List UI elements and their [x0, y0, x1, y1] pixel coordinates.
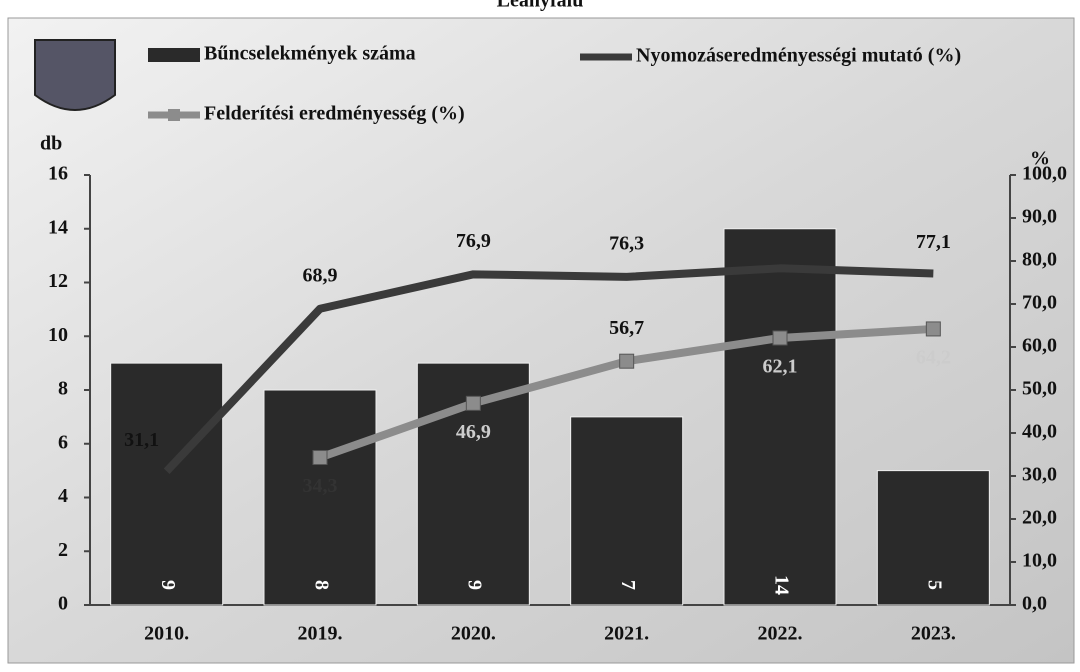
legend-swatch	[148, 48, 200, 62]
emblem	[34, 39, 116, 111]
y-tick-label: 10	[48, 324, 68, 346]
y2-tick-label: 50,0	[1022, 378, 1057, 400]
bar	[723, 228, 837, 606]
y2-tick-label: 0,0	[1022, 593, 1047, 615]
y2-tick-label: 30,0	[1022, 464, 1057, 486]
bar-value-label: 9	[464, 580, 486, 590]
y-tick-label: 0	[58, 593, 68, 615]
line-value-label: 76,3	[609, 233, 644, 255]
bar-value-label: 5	[924, 580, 946, 590]
marker	[925, 321, 941, 337]
marker	[312, 450, 328, 466]
x-tick-label: 2019.	[298, 623, 343, 645]
bar	[570, 416, 684, 606]
y2-tick-label: 90,0	[1022, 206, 1057, 228]
x-tick-label: 2010.	[144, 623, 189, 645]
y2-tick-label: 100,0	[1022, 163, 1067, 185]
x-tick-label: 2022.	[758, 623, 803, 645]
y2-tick-label: 70,0	[1022, 292, 1057, 314]
line-value-label: 76,9	[456, 230, 491, 252]
y-tick-label: 16	[48, 163, 68, 185]
y2-tick-label: 60,0	[1022, 335, 1057, 357]
legend-label: Bűncselekmények száma	[204, 43, 416, 65]
line-value-label: 68,9	[303, 264, 338, 286]
line-value-label: 34,3	[303, 475, 338, 497]
y2-axis-label: %	[1030, 148, 1050, 170]
line	[163, 264, 934, 475]
marker	[465, 395, 481, 411]
legend-label: Felderítési eredményesség (%)	[204, 103, 465, 125]
y-tick-label: 12	[48, 270, 68, 292]
bar-value-label: 8	[310, 580, 332, 590]
line-value-label: 62,1	[763, 356, 798, 378]
line-value-label: 31,1	[124, 429, 159, 451]
line-value-label: 46,9	[456, 421, 491, 443]
y-tick-label: 6	[58, 431, 68, 453]
line-value-label: 64,2	[916, 347, 951, 369]
bar-value-label: 14	[770, 575, 792, 595]
y-tick-label: 14	[48, 216, 68, 238]
bar	[263, 389, 377, 606]
x-tick-label: 2020.	[451, 623, 496, 645]
y-axis-label: db	[40, 133, 62, 155]
legend-marker	[168, 109, 180, 121]
x-tick-label: 2021.	[604, 623, 649, 645]
x-tick-label: 2023.	[911, 623, 956, 645]
y2-tick-label: 10,0	[1022, 550, 1057, 572]
line-value-label: 56,7	[609, 317, 644, 339]
marker	[619, 353, 635, 369]
bar-value-label: 9	[157, 580, 179, 590]
chart-title: Leányfalu	[497, 0, 584, 12]
y2-tick-label: 40,0	[1022, 421, 1057, 443]
y2-tick-label: 20,0	[1022, 507, 1057, 529]
y-tick-label: 4	[58, 485, 68, 507]
line-value-label: 77,1	[916, 231, 951, 253]
bar-value-label: 7	[617, 580, 639, 590]
bar	[876, 470, 990, 606]
y-tick-label: 8	[58, 378, 68, 400]
legend-label: Nyomozáseredményességi mutató (%)	[636, 45, 961, 67]
bar	[110, 362, 224, 606]
y2-tick-label: 80,0	[1022, 249, 1057, 271]
y-tick-label: 2	[58, 539, 68, 561]
marker	[772, 330, 788, 346]
